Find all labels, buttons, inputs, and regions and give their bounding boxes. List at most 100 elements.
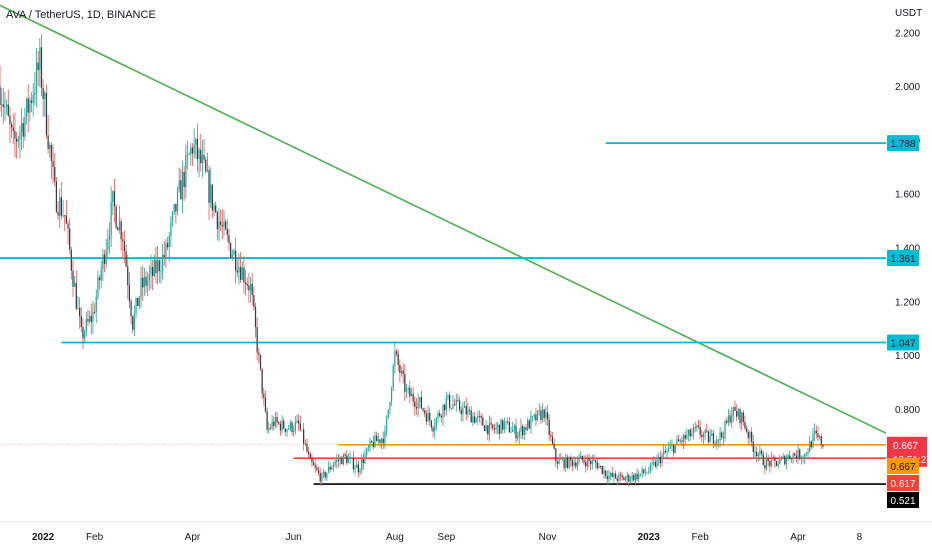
candle-body — [624, 478, 627, 481]
candle-body — [127, 266, 129, 286]
candle-body — [460, 409, 462, 415]
candle-body — [253, 295, 255, 307]
candle-body — [283, 420, 285, 429]
candle-body — [586, 458, 588, 467]
candle-body — [20, 123, 23, 132]
candle-body — [649, 463, 652, 472]
candle-body — [211, 184, 213, 211]
candle-body — [329, 466, 331, 470]
candle-body — [588, 458, 590, 462]
candle-body — [505, 421, 507, 423]
candle-body — [415, 406, 418, 409]
candle-body — [210, 184, 212, 203]
candle-body — [760, 450, 763, 454]
candle-body — [797, 449, 799, 459]
candle-body — [749, 431, 751, 438]
candle-body — [465, 405, 467, 415]
candle-body — [284, 428, 287, 432]
candle-body — [47, 135, 49, 150]
candle-body — [709, 435, 711, 443]
candle-body — [306, 443, 308, 452]
candle-body — [432, 427, 434, 432]
candle-body — [488, 422, 491, 435]
x-tick-label: Nov — [539, 532, 557, 543]
candle-body — [614, 473, 617, 479]
candle-body — [734, 406, 736, 412]
candle-body — [256, 327, 258, 353]
candle-body — [359, 469, 361, 473]
candle-body — [366, 448, 368, 455]
candle-body — [770, 457, 773, 467]
candle-body — [107, 239, 109, 251]
candle-body — [437, 413, 439, 419]
candle-body — [208, 170, 210, 203]
candle-body — [113, 191, 116, 207]
candle-body — [677, 439, 680, 442]
x-tick-label: Feb — [692, 532, 710, 543]
candle-body — [402, 370, 404, 375]
candle-body — [364, 454, 366, 464]
candle-body — [163, 254, 165, 258]
x-tick-label: Sep — [437, 532, 455, 543]
candle-body — [155, 260, 157, 273]
candle-body — [565, 457, 567, 468]
candle-body — [77, 308, 79, 309]
candle-body — [775, 461, 778, 466]
candle-body — [445, 398, 447, 411]
candle-body — [6, 104, 8, 107]
candle-body — [357, 464, 360, 473]
candle-body — [779, 459, 781, 465]
candle-body — [316, 467, 318, 471]
candle-body — [515, 425, 517, 439]
candle-body — [201, 155, 204, 164]
candle-body — [171, 212, 174, 222]
candle-body — [691, 433, 693, 437]
candle-body — [228, 234, 230, 243]
candle-body — [152, 267, 154, 276]
candle-body — [334, 461, 336, 465]
candle-body — [249, 283, 252, 291]
descending-trendline — [0, 4, 887, 434]
candle-body — [482, 417, 484, 426]
candle-body — [412, 393, 414, 402]
x-tick-label: 2022 — [32, 532, 55, 543]
candle-body — [399, 365, 401, 373]
currency-label: USDT — [895, 8, 922, 19]
candle-body — [278, 422, 280, 424]
candle-body — [223, 221, 225, 227]
candle-body — [721, 432, 723, 438]
candle-body — [616, 478, 618, 481]
candle-body — [795, 455, 798, 459]
candle-body — [30, 100, 33, 103]
candle-body — [805, 453, 807, 455]
candle-body — [248, 285, 250, 291]
candle-body — [782, 456, 784, 458]
candle-body — [566, 457, 569, 468]
candle-body — [138, 296, 140, 307]
candle-body — [196, 139, 199, 160]
candle-body — [27, 98, 29, 113]
candle-body — [115, 206, 117, 228]
candle-body — [609, 472, 612, 476]
candle-body — [168, 235, 170, 248]
candle-body — [161, 254, 164, 272]
candle-body — [349, 457, 351, 459]
candle-body — [238, 266, 240, 273]
candle-body — [215, 205, 217, 213]
last-price-text: 0.667 — [893, 441, 918, 452]
candle-body — [425, 413, 428, 422]
candle-body — [671, 445, 673, 447]
candle-body — [140, 277, 142, 297]
candle-body — [591, 459, 593, 464]
candle-body — [696, 425, 698, 428]
candle-body — [264, 397, 267, 412]
candle-body — [646, 472, 648, 474]
candle-body — [550, 434, 552, 437]
candle-body — [679, 440, 681, 442]
candle-body — [10, 124, 13, 128]
candle-body — [447, 394, 449, 399]
x-tick-label: Jun — [286, 532, 302, 543]
candle-body — [311, 457, 313, 463]
candle-body — [533, 414, 535, 417]
